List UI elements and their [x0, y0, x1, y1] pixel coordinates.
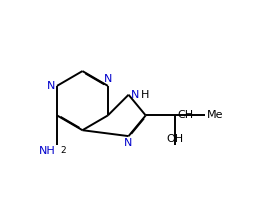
Text: N: N: [104, 74, 112, 84]
Text: N: N: [47, 81, 56, 91]
Text: CH: CH: [178, 110, 194, 120]
Text: 2: 2: [60, 146, 66, 156]
Text: H: H: [140, 90, 149, 100]
Text: N: N: [131, 90, 139, 100]
Text: Me: Me: [207, 110, 224, 120]
Text: NH: NH: [39, 146, 56, 157]
Text: N: N: [124, 138, 133, 147]
Text: OH: OH: [167, 134, 184, 143]
